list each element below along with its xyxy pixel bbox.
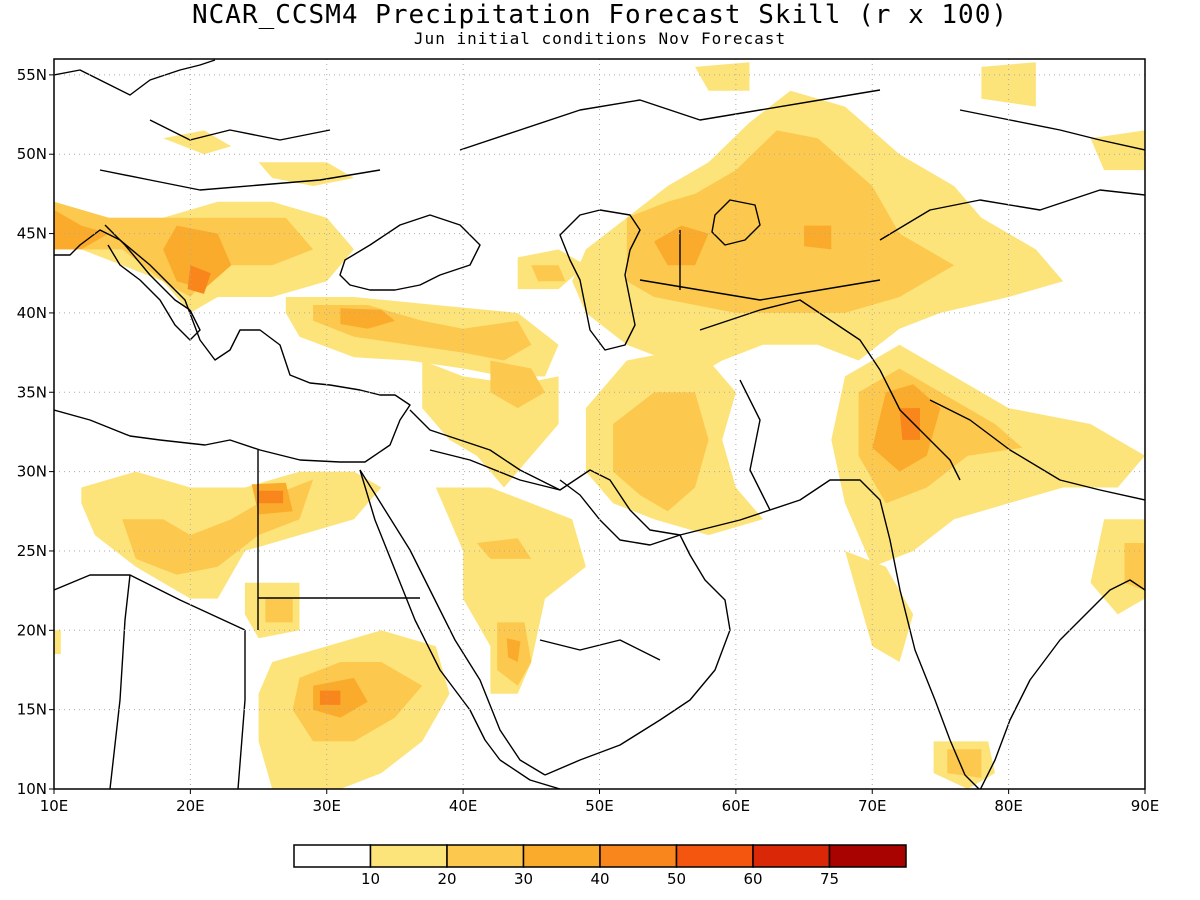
colorbar-label: 30 [514,870,533,888]
colorbar-swatch [675,844,754,868]
skill-region [804,225,832,250]
x-tick-label: 30E [312,797,341,815]
skill-region [899,408,920,440]
x-tick-label: 60E [722,797,751,815]
colorbar-swatch [599,844,678,868]
y-tick-label: 30N [17,463,47,481]
border-iran-east [739,379,771,511]
y-tick-label: 45N [17,225,47,243]
skill-region [163,225,232,290]
y-tick-label: 50N [17,145,47,163]
skill-region [435,487,586,694]
colorbar-label: 10 [361,870,380,888]
skill-region [845,551,914,662]
skill-region [947,749,982,778]
coastline-italy [104,224,201,341]
skill-region [1124,543,1145,591]
y-tick-label: 40N [17,304,47,322]
y-tick-label: 15N [17,701,47,719]
border-central-asia [639,279,881,301]
coastline-horn-of-africa [499,759,561,789]
coastline-black-sea [339,214,481,291]
skill-region [54,630,61,655]
y-tick-label: 55N [17,66,47,84]
x-tick-label: 90E [1131,797,1160,815]
skill-region [654,225,709,266]
skill-region [319,690,341,705]
coastline-india-east [979,579,1145,789]
colorbar-label: 40 [590,870,609,888]
colorbar-label: 75 [820,870,839,888]
colorbar-swatch [446,844,525,868]
skill-region [187,265,211,294]
colorbar-swatch [293,844,372,868]
border-himalaya [929,399,1145,501]
skill-region [54,209,109,250]
coastline-mediterranean [54,229,411,463]
border-algeria [109,574,131,789]
skill-region [313,677,368,718]
skill-region [626,130,955,313]
x-tick-label: 40E [449,797,478,815]
border-russia-kaz [459,89,881,151]
skill-region [490,360,545,409]
coastline-caspian-sea [559,209,641,351]
border-europe-2 [149,119,331,141]
x-tick-label: 80E [994,797,1023,815]
colorbar-label: 60 [743,870,762,888]
skill-region [258,162,354,186]
border-pakistan-india [879,369,961,481]
coastline-aral-sea [711,199,761,246]
y-tick-label: 20N [17,621,47,639]
skill-region [1090,130,1145,171]
border-arabia-interior [429,449,561,491]
colorbar-label: 50 [667,870,686,888]
skill-region [506,638,521,662]
skill-region [476,538,532,559]
border-europe-1 [99,169,381,191]
skill-region [265,598,293,623]
coastline-red-sea-west [359,469,501,761]
skill-region [258,490,284,504]
skill-region [163,130,232,155]
x-tick-label: 70E [858,797,887,815]
y-tick-label: 25N [17,542,47,560]
coastline-red-sea [359,469,546,776]
y-tick-label: 35N [17,383,47,401]
border-mongolia [959,109,1145,151]
y-tick-label: 10N [17,780,47,798]
skill-region [531,265,566,282]
x-tick-label: 50E [585,797,614,815]
skill-region [695,62,750,91]
colorbar-label: 20 [437,870,456,888]
map-title: NCAR_CCSM4 Precipitation Forecast Skill … [191,0,1008,30]
colorbar-swatch [369,844,448,868]
border-china [879,189,1145,241]
colorbar-swatch [522,844,601,868]
map-subtitle: Jun initial conditions Nov Forecast [413,29,787,48]
border-chad-sudan [237,630,246,789]
colorbar-swatch [752,844,831,868]
x-tick-label: 10E [40,797,69,815]
skill-region [613,392,709,512]
coastline-persian-gulf [559,479,980,789]
coastline-baltic [54,59,216,96]
colorbar-swatch [828,844,907,868]
x-tick-label: 20E [176,797,205,815]
